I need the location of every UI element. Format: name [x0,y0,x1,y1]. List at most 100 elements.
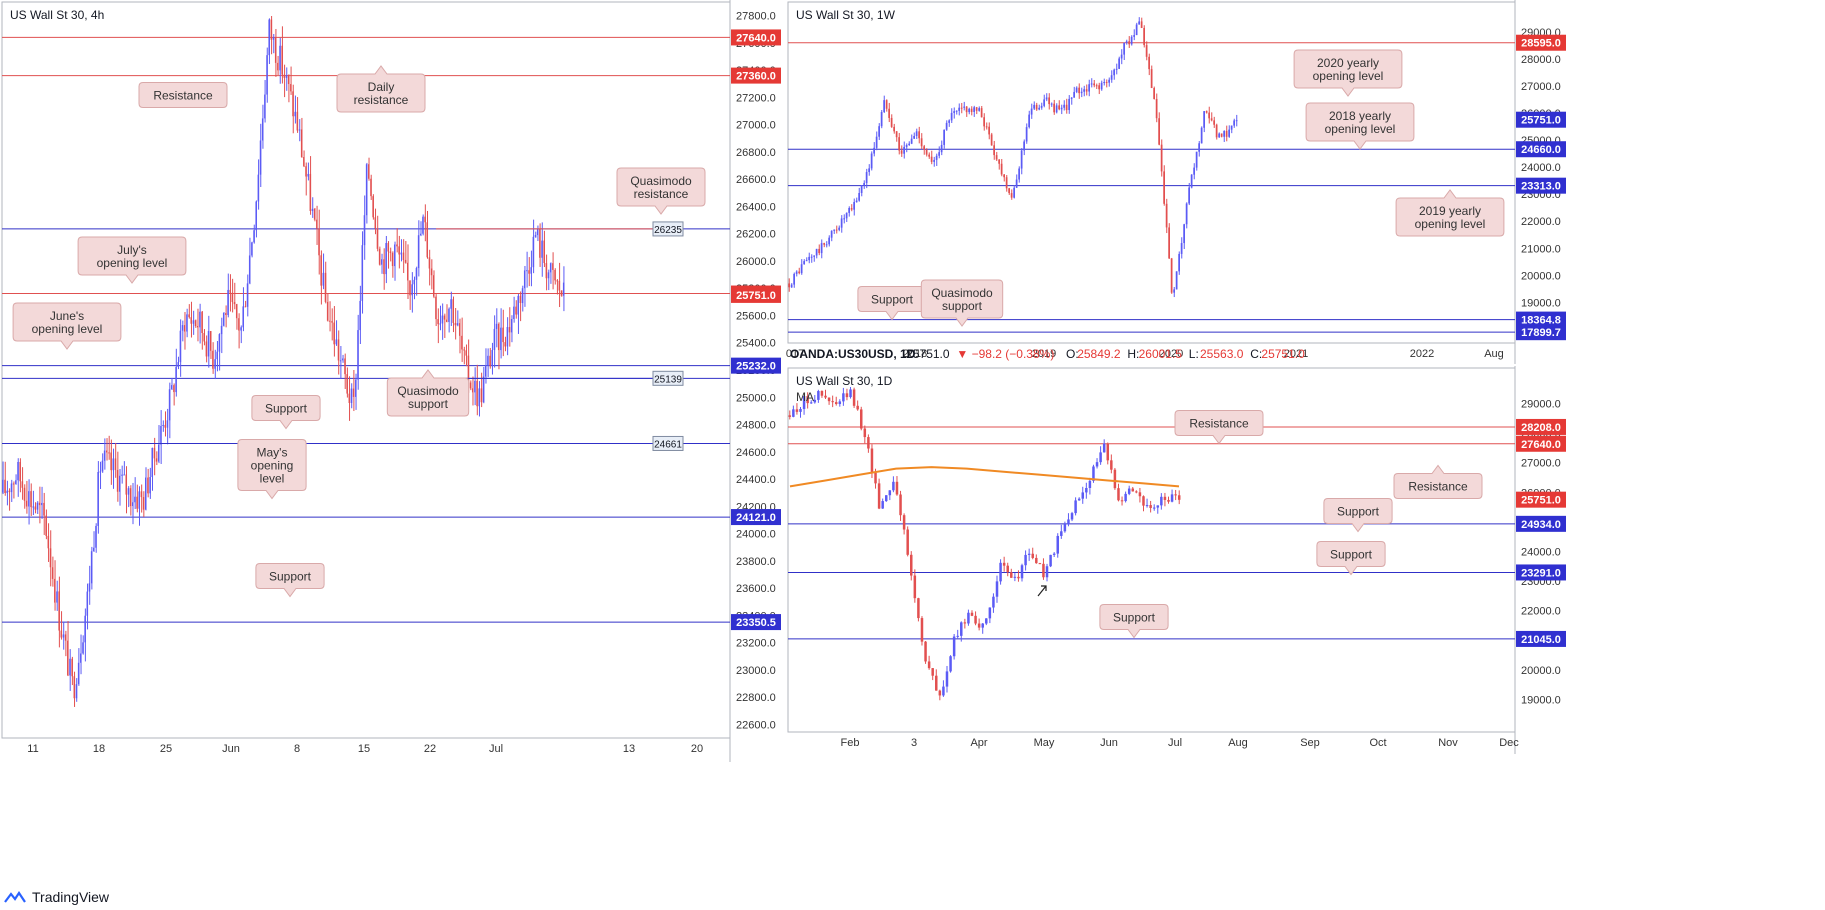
candle-body [1138,21,1140,25]
candle-body [1195,151,1198,168]
tradingview-brand: TradingView [32,889,110,905]
candle-body [402,252,405,260]
candle-body [893,126,895,132]
chart-title: US Wall St 30, 1D [796,374,893,388]
candle-body [95,525,97,548]
candle-body [834,402,838,405]
candle-body [970,108,973,112]
candle-body [927,661,931,669]
callout-quasimodo-support-weekly-text: support [942,299,983,313]
y-tick-label: 22000.0 [1521,606,1561,618]
candle-body [142,497,145,510]
candle-body [1143,27,1145,46]
candle-body [227,289,229,316]
callout-may-opening-text: May's [257,446,288,460]
candle-body [1070,97,1073,99]
candle-body [110,452,112,471]
candle-body [1083,89,1085,92]
candle-body [831,401,834,403]
candle-body [1127,488,1131,494]
candle-body [1006,565,1009,573]
candle-body [41,502,43,506]
candle-body [292,91,294,117]
small-tag-bg [652,370,684,386]
small-price-tag: 26235 [654,225,682,236]
candle-body [342,358,344,361]
ohlc-c: 25751.0 [1261,347,1305,361]
candle-body [417,235,420,269]
x-tick-label: Jul [489,743,503,755]
price-tag-bg [731,29,781,46]
tradingview-logo-icon [4,891,26,903]
candle-body [853,201,855,210]
candle-body [519,295,522,304]
chart-1w[interactable]: 29000.028000.027000.026000.025000.024000… [786,0,1825,364]
candle-body [372,196,374,218]
plot-area [787,367,1516,733]
callout-support-weekly-text: Support [871,293,914,307]
candle-body [25,500,28,507]
candle-body [400,252,403,255]
candle-body [1170,258,1173,293]
candle-body [963,106,965,108]
candle-body [902,515,906,530]
candle-body [17,461,19,481]
candle-body [560,290,563,296]
chart-4h[interactable]: 27800.027600.027400.027200.027000.026800… [0,0,782,762]
candle-body [394,244,396,267]
callout-resistance-bubble [138,82,228,108]
callout-resistance-28208-bubble [1174,410,1264,445]
y-tick-label: 24000.0 [1521,546,1561,558]
candle-body [1110,460,1113,470]
callout-june-opening-bubble [12,302,122,350]
candle-body [155,458,158,462]
candle-body [818,248,820,254]
x-tick-label: 20 [691,743,703,755]
candle-body [956,635,959,637]
price-tag-bg [1516,418,1566,435]
candle-body [960,622,963,636]
candle-body [1055,105,1058,113]
candle-body [942,686,945,696]
candle-body [1017,576,1020,579]
candle-body [283,74,286,78]
x-tick-label: Dec [1499,737,1519,749]
y-tick-label: 24600.0 [736,447,776,459]
candle-body [359,300,361,331]
candle-body [134,496,136,503]
candle-body [993,145,995,156]
candle-body [123,474,125,476]
candle-body [108,452,110,454]
candle-body [1105,82,1108,84]
candle-body [943,129,945,145]
price-tag-bg [1516,491,1566,508]
candle-body [1148,56,1150,70]
candle-body [1128,41,1130,45]
candle-body [1160,144,1163,172]
candle-body [983,117,985,127]
candle-body [467,355,470,383]
candle-body [1092,466,1095,481]
candle-body [965,106,968,113]
candle-body [858,193,860,201]
ohlc-c-label: C: [1250,347,1262,361]
candle-body [424,216,426,223]
candle-body [38,502,41,506]
candle-body [885,100,888,109]
candle-body [86,591,89,616]
candle-body [1028,114,1030,128]
chart-1d[interactable]: 29000.028000.027000.026000.025000.024000… [786,366,1825,884]
candle-body [1167,499,1170,502]
candle-body [1218,133,1220,138]
candle-body [290,84,292,92]
candle-body [90,551,93,584]
price-tag-bg [1516,177,1566,194]
candle-body [988,607,992,619]
candle-body [164,424,167,428]
candle-body [1030,108,1033,115]
candle-body [539,228,541,258]
candle-body [1080,91,1083,94]
candle-body [2,479,4,493]
candle-body [476,380,478,407]
candle-body [132,502,134,507]
